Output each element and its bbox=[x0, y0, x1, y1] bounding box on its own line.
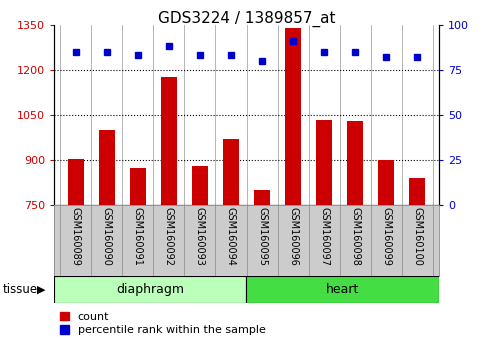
Text: heart: heart bbox=[326, 283, 359, 296]
Text: ▶: ▶ bbox=[37, 284, 45, 295]
Bar bbox=[223, 139, 239, 205]
Bar bbox=[246, 276, 439, 303]
Text: tissue: tissue bbox=[2, 283, 37, 296]
Bar bbox=[130, 168, 146, 205]
Text: GSM160091: GSM160091 bbox=[133, 207, 143, 266]
Text: GSM160094: GSM160094 bbox=[226, 207, 236, 266]
Text: GSM160095: GSM160095 bbox=[257, 207, 267, 267]
Bar bbox=[378, 160, 394, 205]
Bar bbox=[192, 166, 208, 205]
Text: GSM160098: GSM160098 bbox=[350, 207, 360, 266]
Text: GDS3224 / 1389857_at: GDS3224 / 1389857_at bbox=[158, 11, 335, 27]
Legend: count, percentile rank within the sample: count, percentile rank within the sample bbox=[60, 312, 265, 335]
Bar bbox=[347, 121, 363, 205]
Text: GSM160100: GSM160100 bbox=[412, 207, 422, 266]
Text: GSM160093: GSM160093 bbox=[195, 207, 205, 266]
Bar bbox=[317, 120, 332, 205]
Text: GSM160090: GSM160090 bbox=[102, 207, 112, 266]
Text: GSM160089: GSM160089 bbox=[71, 207, 81, 266]
Bar bbox=[99, 130, 115, 205]
Bar bbox=[54, 276, 246, 303]
Bar bbox=[254, 190, 270, 205]
Bar bbox=[161, 78, 176, 205]
Bar bbox=[409, 178, 425, 205]
Text: GSM160097: GSM160097 bbox=[319, 207, 329, 267]
Text: diaphragm: diaphragm bbox=[116, 283, 184, 296]
Bar bbox=[285, 28, 301, 205]
Bar bbox=[68, 159, 84, 205]
Text: GSM160099: GSM160099 bbox=[381, 207, 391, 266]
Text: GSM160096: GSM160096 bbox=[288, 207, 298, 266]
Text: GSM160092: GSM160092 bbox=[164, 207, 174, 267]
